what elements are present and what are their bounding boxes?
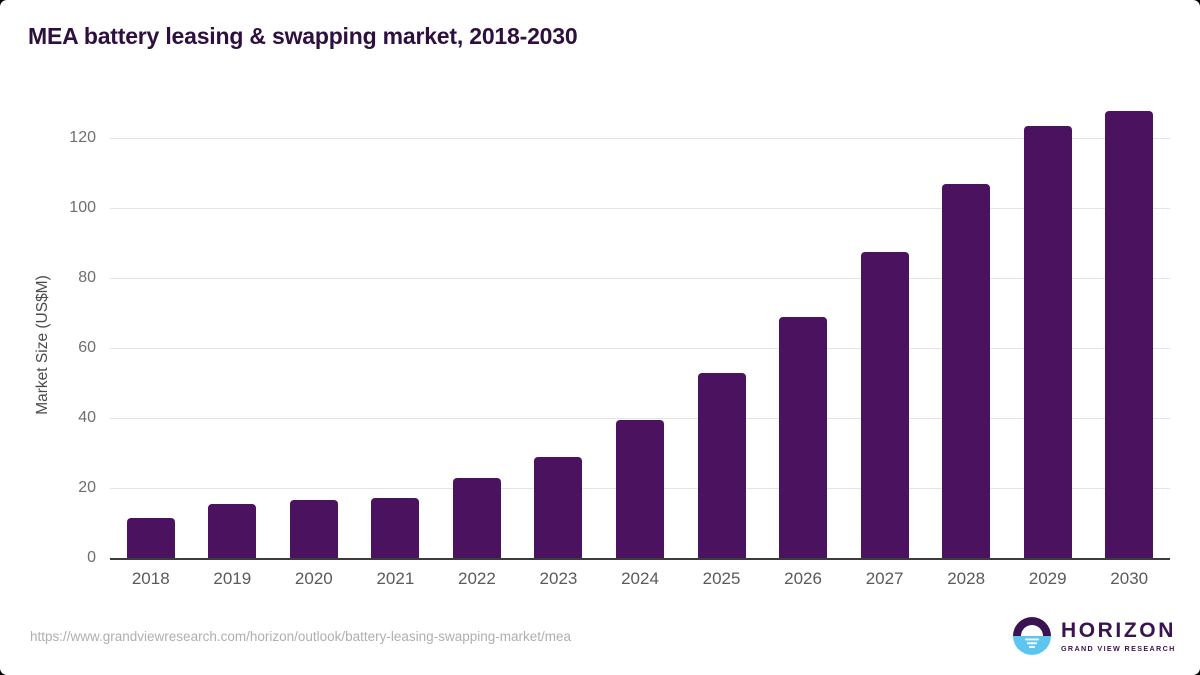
x-axis-line (110, 558, 1170, 560)
logo-tagline: GRAND VIEW RESEARCH (1060, 643, 1176, 653)
y-axis-tick-label: 0 (87, 549, 96, 566)
y-axis-tick-label: 40 (78, 409, 96, 426)
y-axis-tick-label: 80 (78, 269, 96, 286)
x-axis-tick-label: 2027 (865, 569, 904, 588)
horizon-sun-icon (1012, 617, 1051, 655)
x-axis-tick-label: 2018 (131, 569, 170, 588)
x-axis-tick-label: 2029 (1028, 569, 1067, 588)
x-axis-tick-label: 2020 (294, 569, 333, 588)
bar-2028[interactable] (942, 183, 991, 558)
bar-2026[interactable] (779, 316, 828, 558)
y-axis-tick-label: 20 (78, 479, 96, 496)
x-axis-tick-label: 2021 (376, 569, 415, 588)
bar-2021[interactable] (371, 498, 420, 558)
bar-2020[interactable] (289, 499, 338, 558)
gridline (110, 418, 1170, 419)
bar-2025[interactable] (697, 372, 746, 558)
y-axis-tick-labels: 0 20 40 60 80 100 120 (30, 0, 96, 675)
bar-2029[interactable] (1023, 126, 1072, 558)
x-axis-tick-label: 2019 (213, 569, 252, 588)
horizon-logo[interactable]: HORIZON GRAND VIEW RESEARCH (1012, 614, 1176, 658)
bar-2019[interactable] (208, 504, 257, 558)
bar-2023[interactable] (534, 456, 583, 558)
x-axis-tick-label: 2025 (702, 569, 741, 588)
logo-text-block: HORIZON GRAND VIEW RESEARCH (1061, 620, 1176, 652)
x-axis-tick-label: 2026 (784, 569, 822, 588)
bar-2027[interactable] (860, 252, 909, 558)
y-axis-tick-label: 60 (78, 339, 96, 356)
gridline (110, 138, 1170, 139)
page-title: MEA battery leasing & swapping market, 2… (28, 23, 578, 49)
x-axis-tick-label: 2024 (621, 569, 659, 588)
x-axis-tick-label: 2022 (458, 569, 496, 588)
x-axis-tick-label: 2030 (1110, 569, 1149, 588)
y-axis-tick-label: 120 (69, 129, 96, 146)
logo-wordmark: HORIZON (1060, 618, 1176, 642)
y-axis-tick-label: 100 (69, 199, 96, 216)
bar-2022[interactable] (452, 477, 501, 558)
bar-2024[interactable] (616, 420, 664, 558)
gridline (110, 208, 1170, 209)
x-axis-tick-label: 2023 (539, 569, 578, 588)
bar-2018[interactable] (126, 518, 175, 558)
bar-2030[interactable] (1105, 111, 1154, 558)
gridline (110, 278, 1170, 279)
x-axis-tick-label: 2028 (947, 569, 986, 588)
gridline (110, 348, 1170, 349)
source-url[interactable]: https://www.grandviewresearch.com/horizo… (30, 629, 571, 644)
